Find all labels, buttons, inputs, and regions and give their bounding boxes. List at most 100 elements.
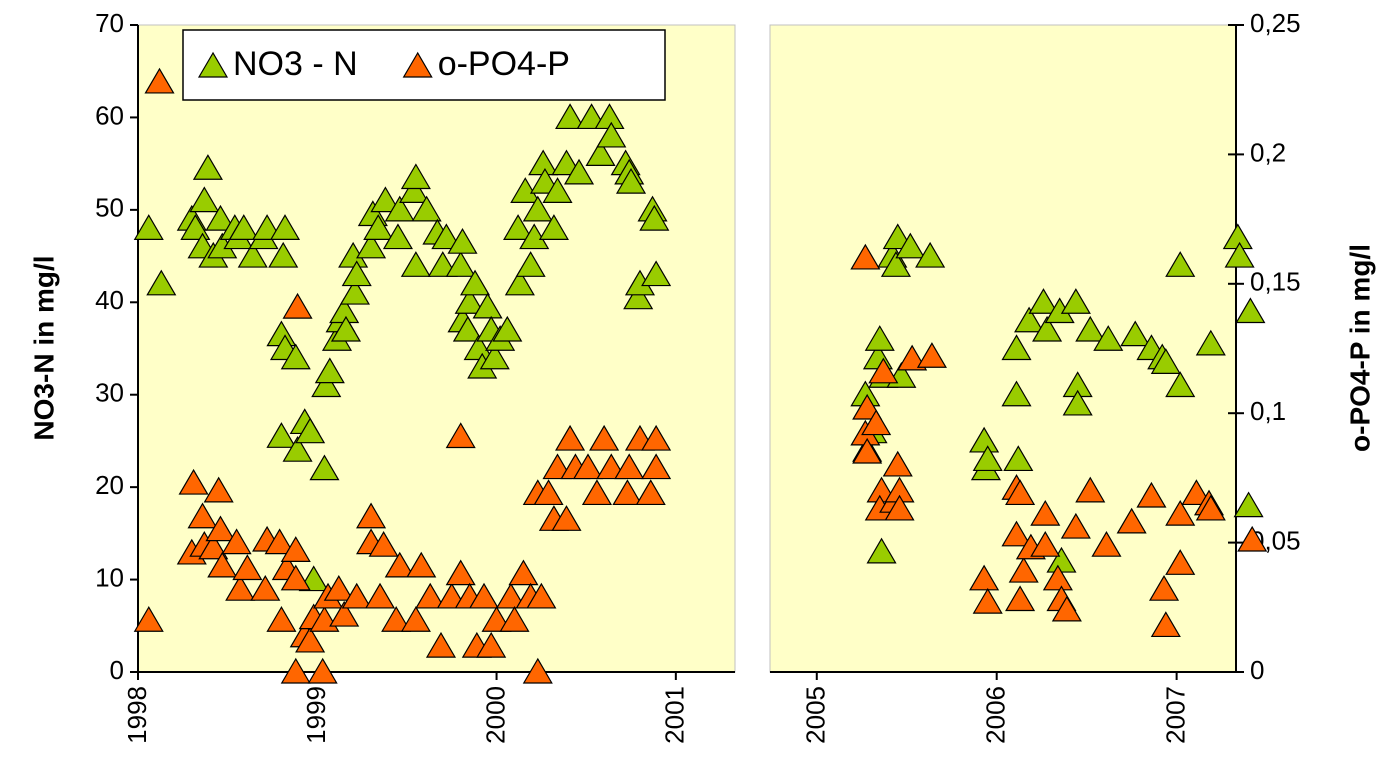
data-point (472, 292, 503, 319)
data-point (1030, 499, 1061, 526)
y2-tick-label: 0,1 (1250, 396, 1286, 426)
data-point (460, 269, 491, 296)
data-point (614, 453, 645, 480)
data-point (1237, 525, 1268, 552)
data-point (1062, 389, 1093, 416)
data-point (864, 325, 895, 351)
data-point (237, 241, 268, 268)
data-point (895, 232, 926, 259)
data-point (596, 121, 627, 148)
data-point (266, 606, 297, 632)
data-point (339, 278, 370, 305)
data-point (382, 223, 413, 250)
y2-tick-label: 0,15 (1250, 267, 1301, 297)
data-point (850, 243, 881, 270)
data-point (431, 223, 462, 250)
data-point (515, 251, 546, 277)
data-point (526, 582, 557, 609)
data-point (399, 177, 430, 203)
x-tick-label: 1999 (301, 686, 331, 744)
data-point (641, 424, 672, 451)
data-point (314, 357, 345, 384)
data-point (533, 479, 564, 506)
data-point (555, 103, 586, 130)
data-point (916, 342, 947, 368)
data-point (329, 600, 360, 627)
data-point (1181, 479, 1212, 506)
data-point (323, 574, 354, 601)
data-point (499, 606, 530, 632)
y-tick-label: 40 (95, 285, 124, 315)
data-point (295, 626, 326, 653)
data-point (639, 204, 670, 231)
data-point (205, 515, 236, 542)
data-point (221, 528, 252, 555)
data-point (969, 564, 1000, 591)
data-point (268, 241, 299, 268)
data-point (503, 214, 534, 240)
data-point (581, 479, 612, 506)
data-point (1001, 334, 1032, 361)
data-point (495, 582, 526, 609)
y-tick-label: 20 (95, 470, 124, 500)
legend-marker (197, 51, 229, 78)
data-point (1093, 325, 1124, 351)
legend-marker (402, 51, 433, 78)
data-point (203, 476, 234, 503)
data-point (295, 417, 326, 444)
data-point (972, 445, 1003, 472)
data-point (445, 422, 476, 449)
data-point (1150, 348, 1181, 374)
data-point (635, 479, 666, 506)
data-point (1195, 329, 1226, 356)
data-point (538, 214, 569, 240)
data-point (311, 371, 342, 398)
y-tick-label: 0 (110, 655, 124, 685)
data-point (400, 606, 431, 632)
data-point (447, 228, 478, 254)
data-point (454, 288, 485, 314)
data-point (146, 269, 177, 296)
data-point (1165, 251, 1196, 277)
data-point (1165, 499, 1196, 526)
plot-area (769, 24, 1237, 673)
data-point (445, 559, 476, 586)
data-point (400, 251, 431, 277)
y-tick-label: 70 (95, 8, 124, 38)
y-axis-title: NO3-N in mg/l (28, 255, 59, 440)
data-point (309, 454, 340, 481)
data-point (307, 657, 338, 684)
data-point (1075, 315, 1106, 342)
data-point (266, 422, 297, 448)
data-point (479, 343, 510, 370)
data-point (189, 186, 220, 213)
data-point (1233, 491, 1264, 518)
data-point (225, 574, 256, 601)
data-point (356, 232, 387, 259)
data-point (280, 343, 311, 370)
data-point (406, 551, 437, 578)
data-point (228, 214, 259, 240)
x-tick-label: 2006 (981, 686, 1011, 744)
data-point (897, 344, 928, 371)
data-point (368, 530, 399, 557)
data-point (280, 564, 311, 591)
data-point (1165, 549, 1196, 575)
data-point (861, 409, 892, 436)
data-point (445, 251, 476, 277)
data-point (504, 269, 535, 296)
data-point (341, 260, 372, 287)
data-point (1224, 241, 1255, 268)
data-point (882, 450, 913, 477)
data-point (207, 551, 238, 578)
data-point (1005, 585, 1036, 612)
data-point (1060, 288, 1091, 314)
data-point (133, 214, 164, 240)
data-point (269, 214, 301, 240)
data-point (1014, 306, 1045, 333)
data-point (972, 587, 1003, 614)
data-point (356, 502, 387, 529)
legend-label: o-PO4-P (438, 45, 570, 83)
data-point (508, 559, 539, 586)
